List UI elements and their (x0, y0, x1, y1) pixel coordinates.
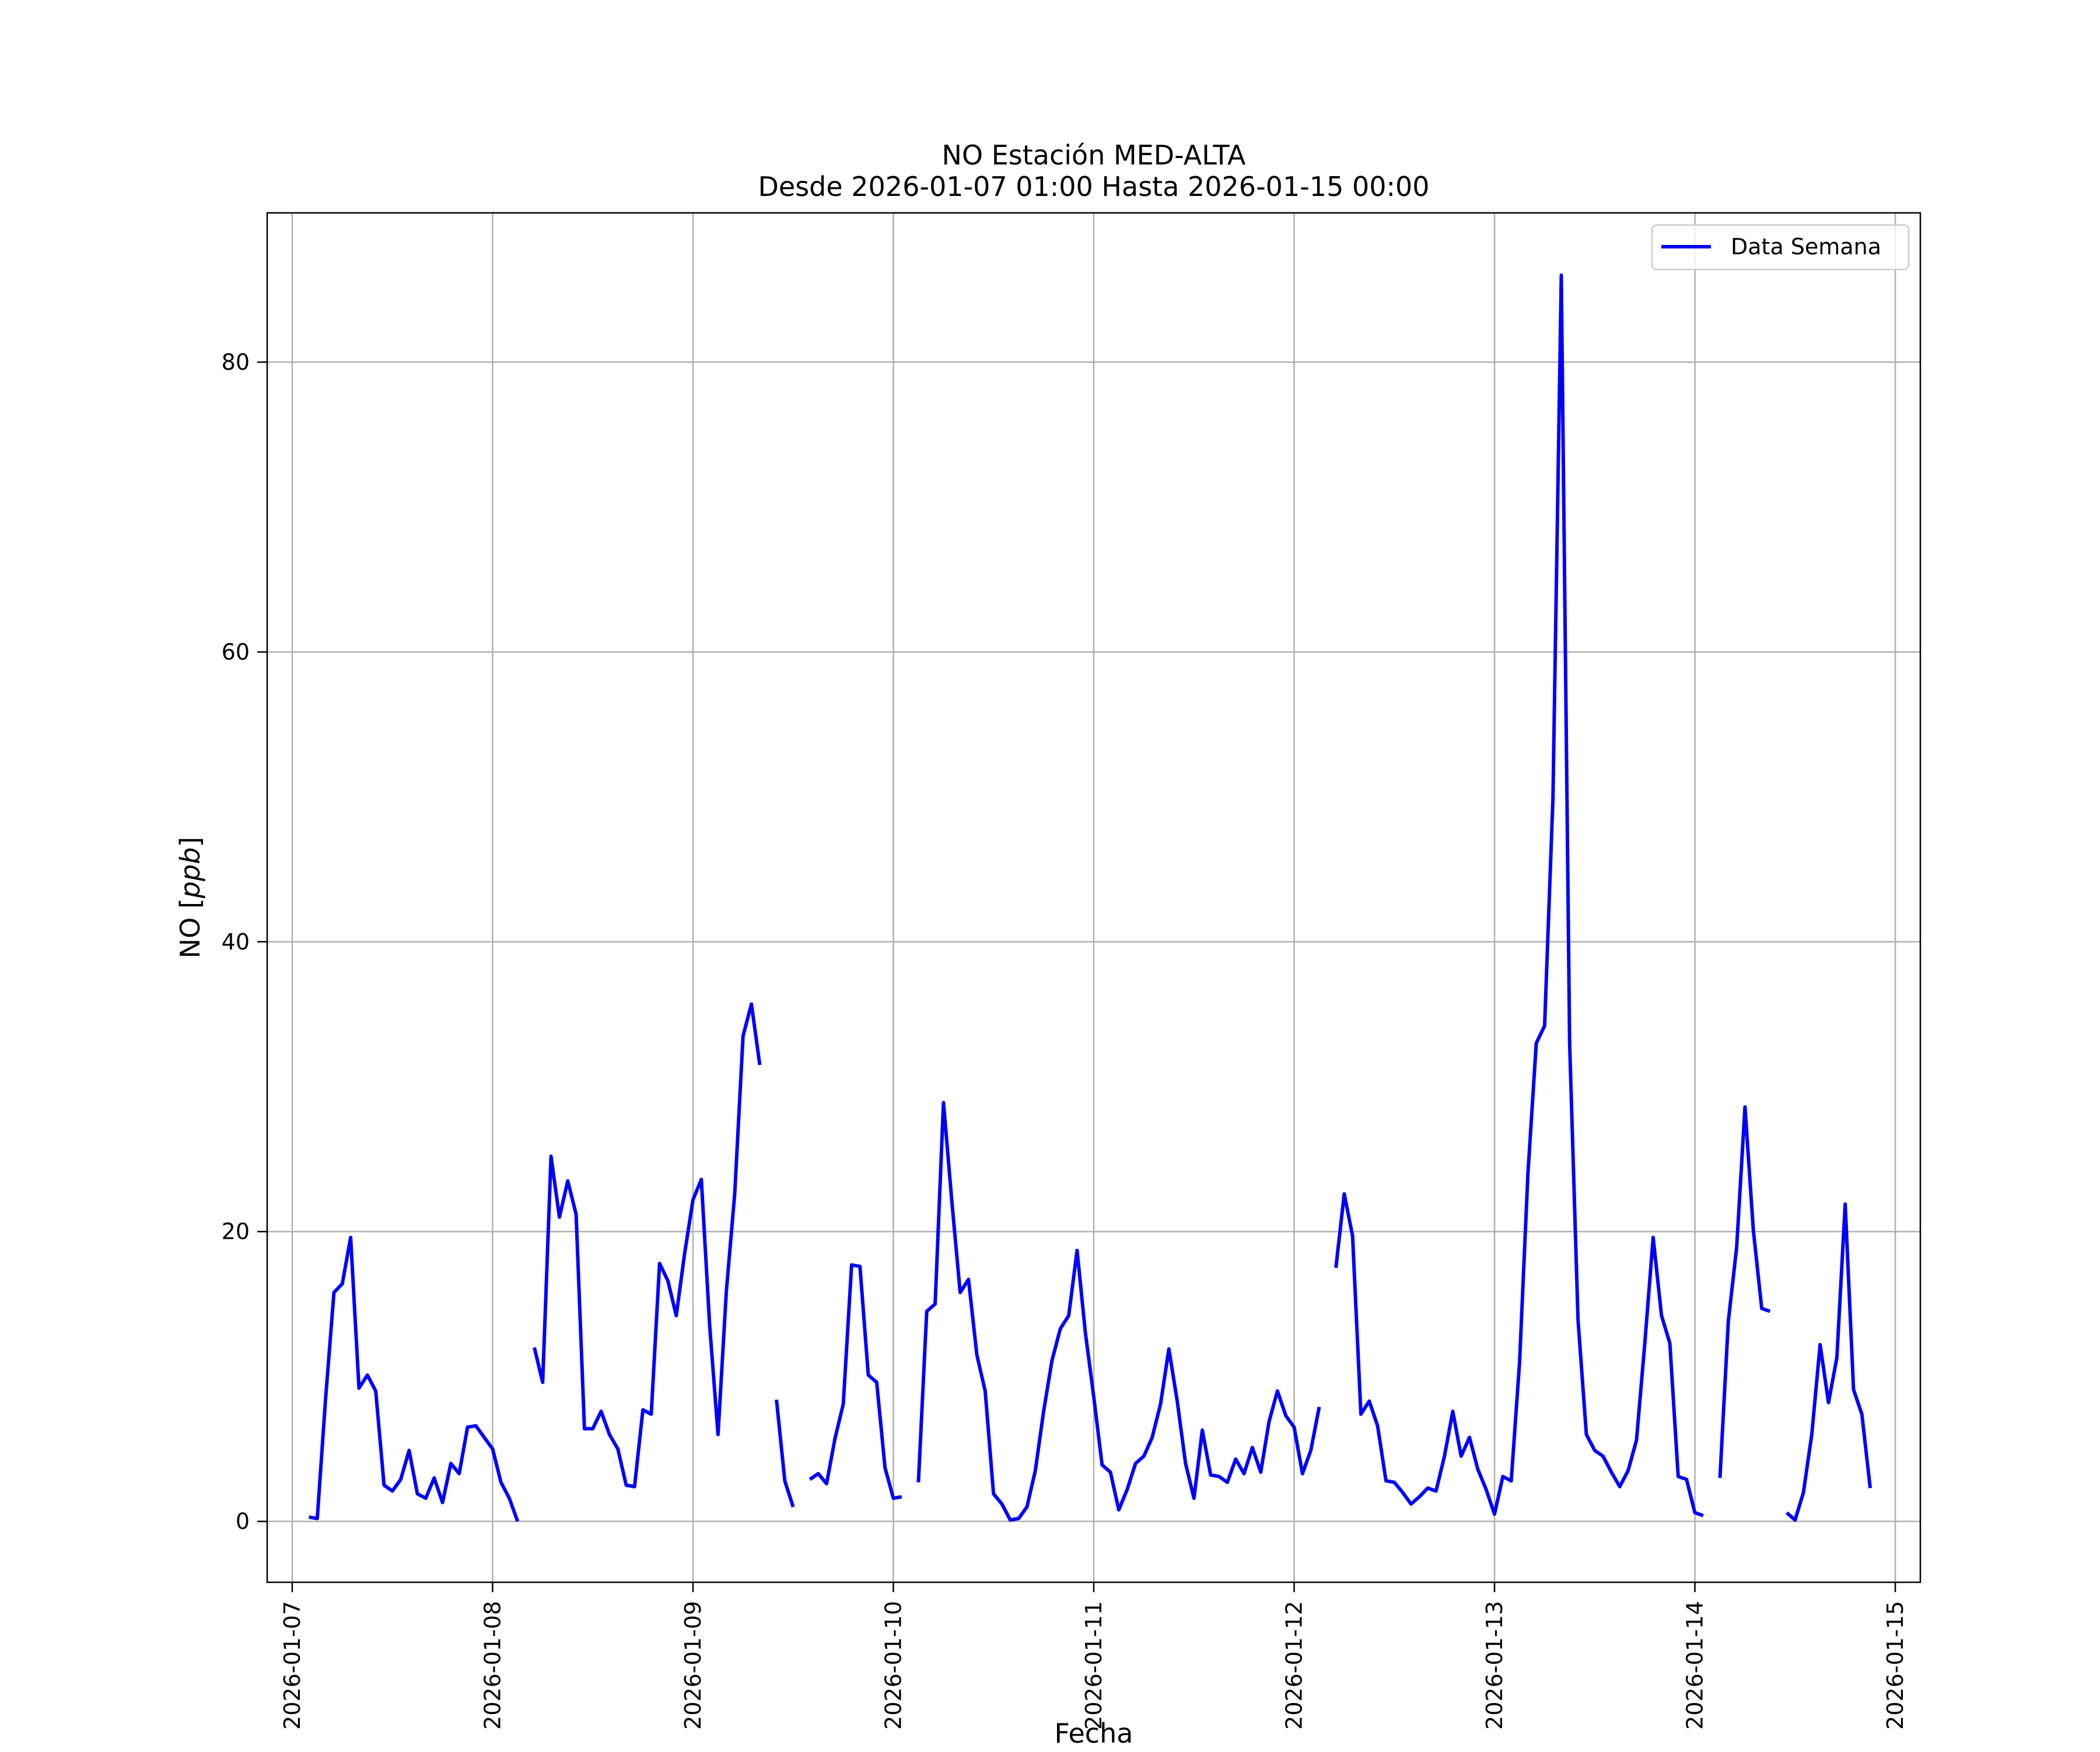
series-line-segment (309, 1235, 520, 1522)
y-tick-label: 80 (222, 349, 250, 375)
series-lines (309, 273, 1873, 1522)
x-axis-label: Fecha (1055, 1718, 1133, 1749)
series-line-segment (1334, 273, 1704, 1518)
legend: Data Semana (1651, 224, 1910, 271)
x-tick-label: 2026-01-10 (880, 1601, 906, 1730)
x-tick-label: 2026-01-13 (1482, 1601, 1507, 1730)
y-axis-label-unit: ppb (174, 847, 206, 899)
y-tick-label: 40 (222, 929, 250, 955)
grid (267, 213, 1920, 1582)
series-line-segment (1786, 1202, 1873, 1522)
series-line-segment (916, 1101, 1321, 1522)
series-line-segment (808, 1263, 902, 1500)
chart-title: NO Estación MED-ALTA (942, 139, 1246, 171)
y-tick-label: 60 (222, 639, 250, 665)
series-line-segment (533, 1002, 762, 1488)
x-tick-label: 2026-01-09 (680, 1601, 706, 1730)
series-line-segment (1718, 1105, 1771, 1478)
y-axis-label: NO [ppb] (174, 837, 206, 959)
x-tick-label: 2026-01-11 (1081, 1601, 1107, 1730)
x-tick-label: 2026-01-07 (279, 1601, 305, 1730)
legend-label: Data Semana (1731, 234, 1881, 260)
x-tick-label: 2026-01-14 (1682, 1601, 1708, 1730)
y-axis-label-close: ] (174, 837, 206, 847)
x-tick-label: 2026-01-08 (480, 1601, 505, 1730)
y-axis-ticks: 0 20 40 60 80 (222, 349, 267, 1534)
chart-subtitle: Desde 2026-01-07 01:00 Hasta 2026-01-15 … (758, 171, 1429, 202)
y-axis-label-main: NO [ (174, 898, 206, 958)
x-axis-ticks: 2026-01-07 2026-01-08 2026-01-09 2026-01-10… (279, 1582, 1908, 1730)
series-line-segment (775, 1399, 795, 1508)
legend-box (1651, 224, 1910, 271)
y-tick-label: 20 (222, 1219, 250, 1245)
x-tick-label: 2026-01-15 (1882, 1601, 1908, 1730)
y-tick-label: 0 (236, 1509, 250, 1534)
x-tick-label: 2026-01-12 (1282, 1601, 1307, 1730)
